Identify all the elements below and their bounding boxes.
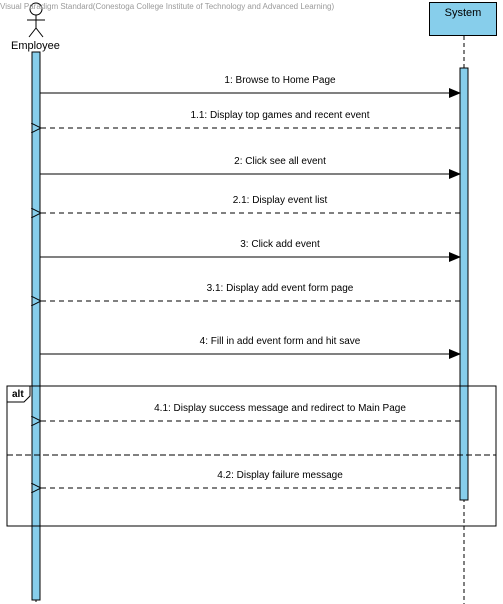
actor-activation-bar	[31, 51, 41, 601]
message-label-4: 4: Fill in add event form and hit save	[199, 336, 361, 347]
watermark-text: Visual Paradigm Standard(Conestoga Colle…	[0, 2, 335, 11]
message-label-4-1: 4.1: Display success message and redirec…	[154, 403, 406, 414]
message-label-4-2: 4.2: Display failure message	[217, 470, 343, 481]
message-arrows	[40, 88, 461, 488]
message-label-1-1: 1.1: Display top games and recent event	[190, 110, 370, 121]
alt-fragment	[6, 385, 497, 527]
message-label-3: 3: Click add event	[240, 239, 320, 250]
message-label-2: 2: Click see all event	[234, 156, 326, 167]
system-lifeline-box: System	[429, 2, 497, 36]
actor-name-label: Employee	[11, 40, 60, 52]
actor-stick-figure-icon	[27, 2, 45, 38]
message-label-2-1: 2.1: Display event list	[232, 195, 328, 206]
alt-fragment-operator: alt	[12, 389, 24, 400]
message-label-3-1: 3.1: Display add event form page	[206, 283, 354, 294]
system-activation-bar	[459, 67, 469, 501]
system-name-label: System	[444, 7, 482, 19]
message-label-1: 1: Browse to Home Page	[224, 75, 336, 86]
